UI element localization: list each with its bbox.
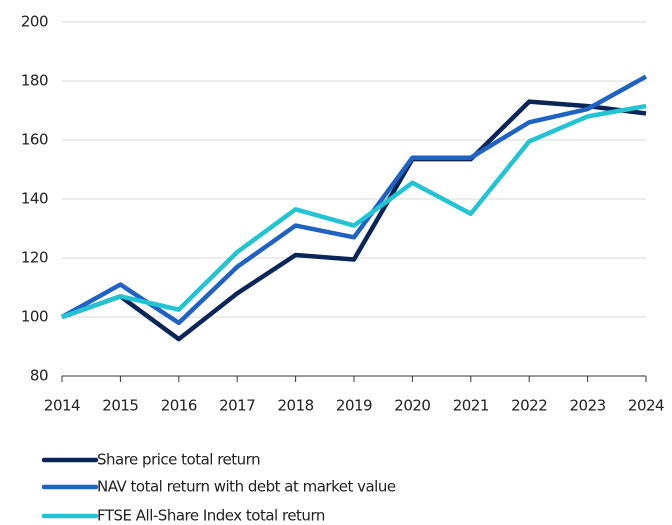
x-tick-label: 2023 (570, 397, 606, 415)
x-tick-label: 2019 (336, 397, 372, 415)
x-tick-label: 2016 (161, 397, 197, 415)
x-tick-label: 2014 (44, 397, 80, 415)
series-line (61, 99, 647, 342)
y-tick-label: 80 (30, 367, 48, 385)
y-tick-label: 120 (21, 249, 48, 267)
x-tick-label: 2017 (219, 397, 255, 415)
y-tick-label: 140 (21, 190, 48, 208)
x-tick-label: 2015 (102, 397, 138, 415)
x-tick-label: 2018 (278, 397, 314, 415)
y-tick-label: 160 (21, 131, 48, 149)
x-tick-label: 2020 (394, 397, 430, 415)
x-tick-label: 2022 (511, 397, 547, 415)
series-line (60, 74, 648, 326)
y-tick-label: 100 (21, 308, 48, 326)
legend-label: Share price total return (97, 451, 260, 469)
y-tick-label: 200 (21, 13, 48, 31)
legend-label: FTSE All-Share Index total return (97, 507, 325, 525)
series-line (61, 103, 647, 320)
legend-label: NAV total return with debt at market val… (97, 478, 396, 496)
x-tick-label: 2024 (628, 397, 664, 415)
y-tick-label: 180 (21, 72, 48, 90)
x-tick-label: 2021 (453, 397, 489, 415)
